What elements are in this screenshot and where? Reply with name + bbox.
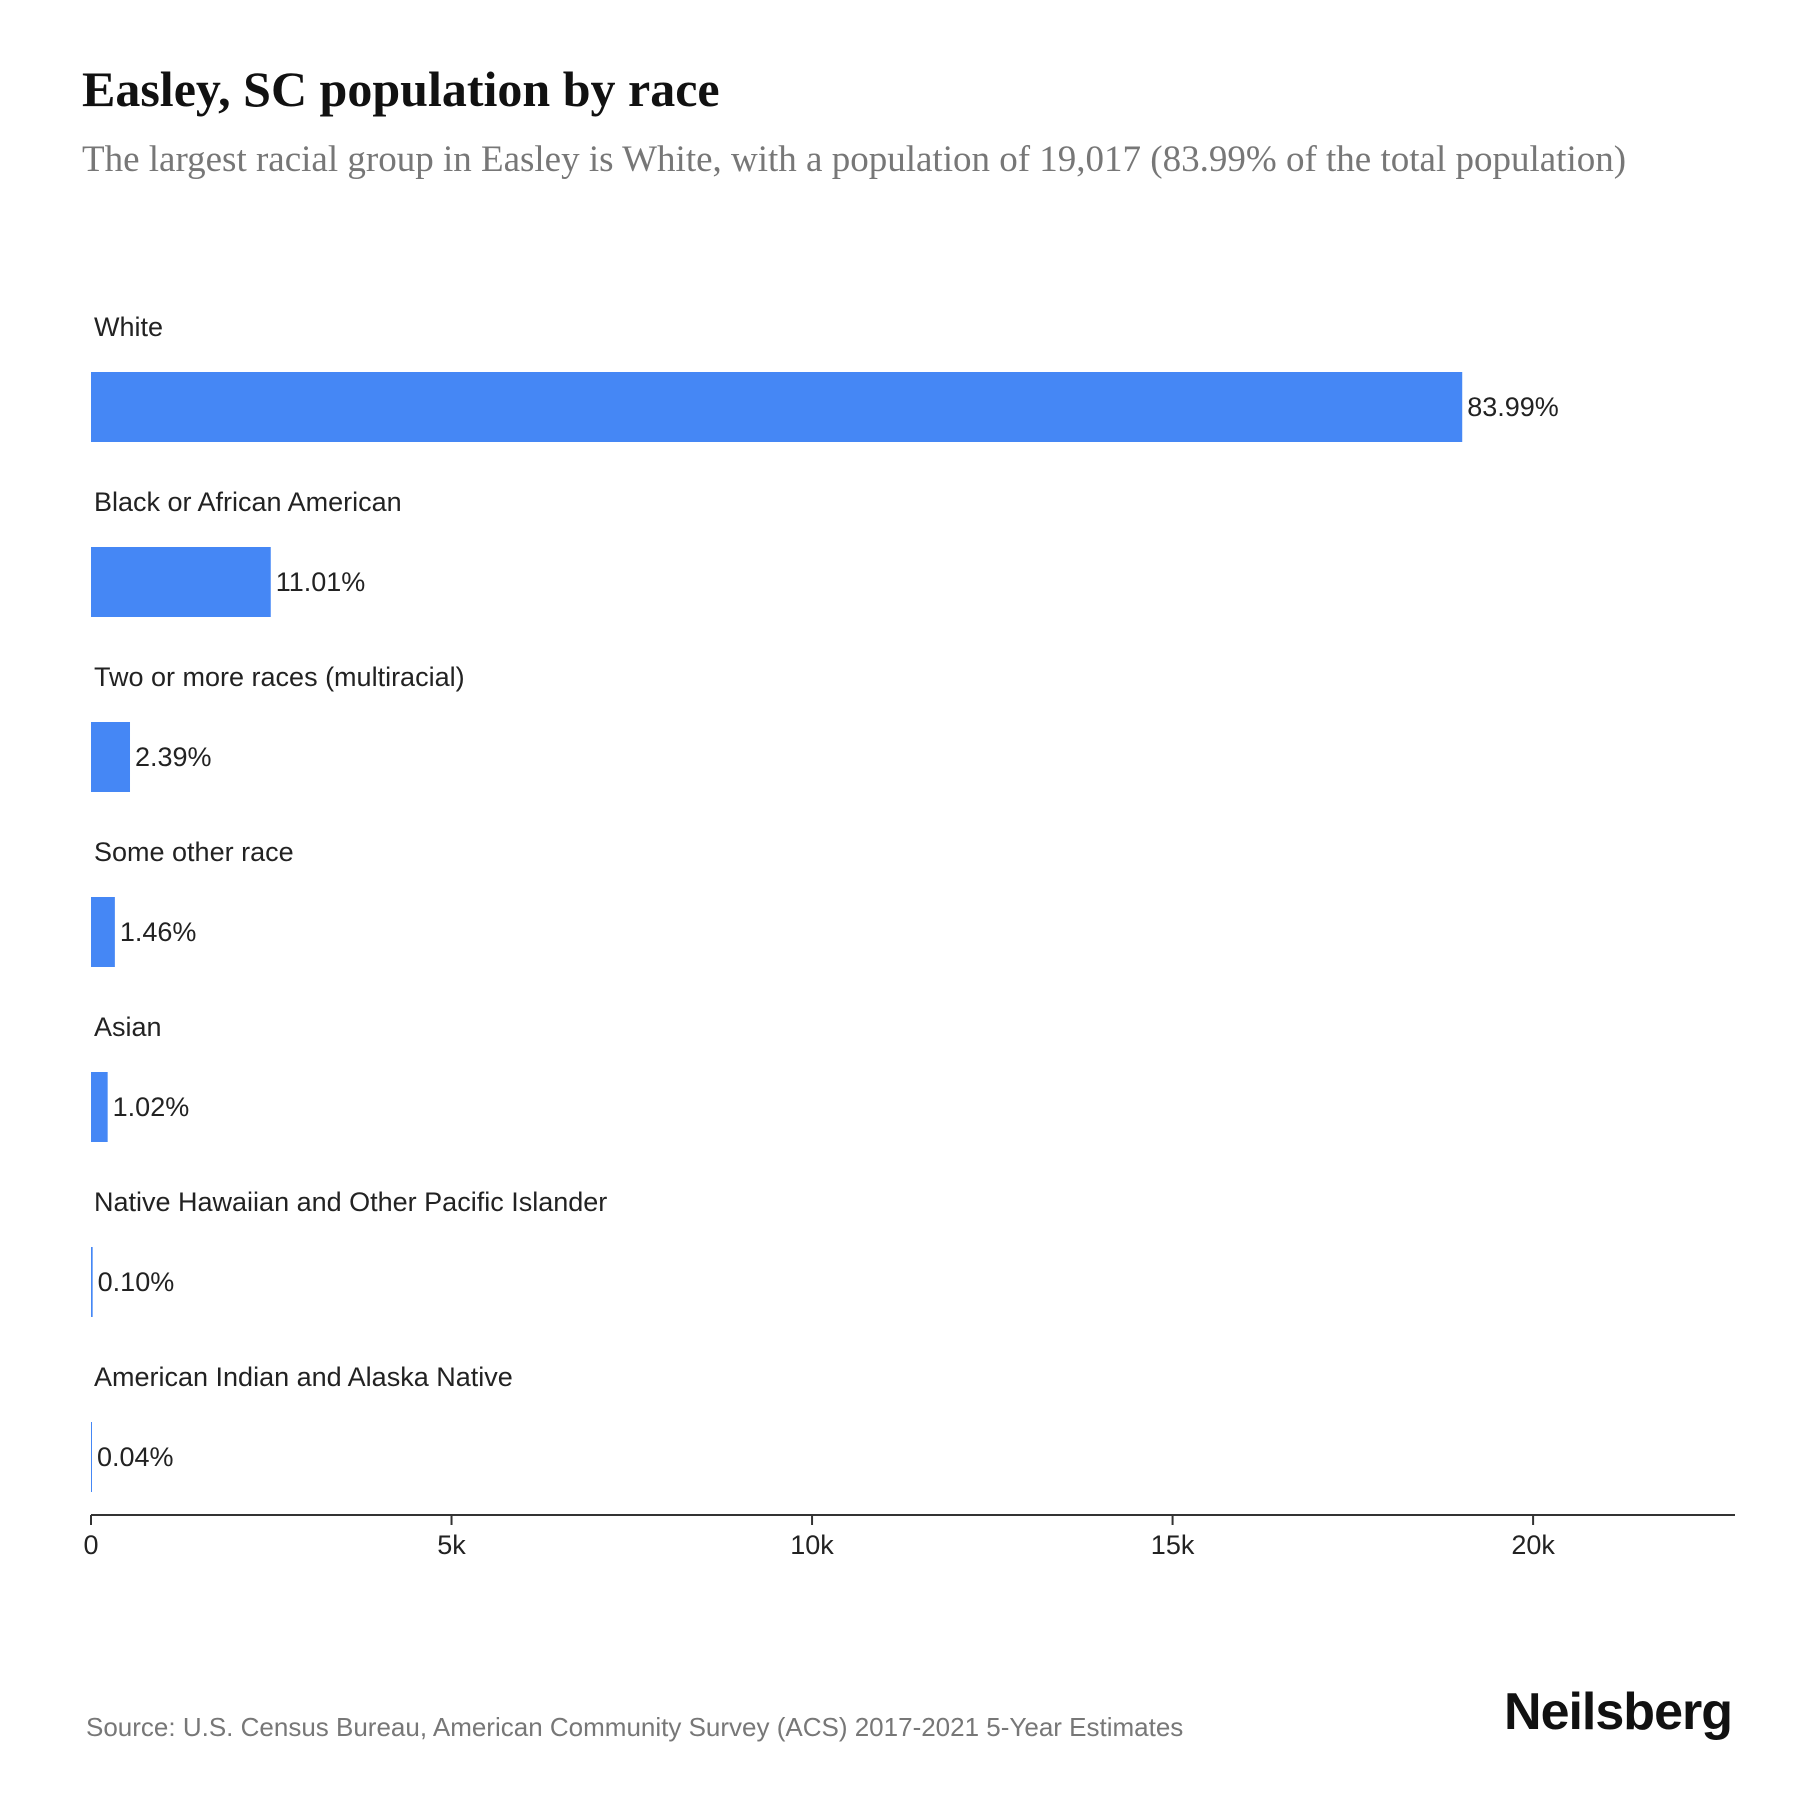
bar [91,722,131,792]
category-label: White [94,312,163,342]
x-tick-label: 10k [790,1530,834,1560]
value-label: 1.02% [113,1092,190,1122]
bar [91,897,115,967]
category-label: Asian [94,1012,162,1042]
category-label: Black or African American [94,487,402,517]
chart-title: Easley, SC population by race [82,61,720,117]
bar [91,1422,92,1492]
chart-subtitle: The largest racial group in Easley is Wh… [82,139,1627,180]
category-label: Two or more races (multiracial) [94,662,465,692]
value-label: 11.01% [276,567,366,597]
x-tick-label: 5k [437,1530,466,1560]
x-tick-label: 0 [83,1530,98,1560]
category-label: Some other race [94,837,294,867]
source-note: Source: U.S. Census Bureau, American Com… [86,1712,1184,1742]
value-label: 83.99% [1467,392,1559,422]
category-label: American Indian and Alaska Native [94,1362,513,1392]
value-label: 0.10% [98,1267,175,1297]
value-label: 2.39% [135,742,212,772]
bar [91,372,1463,442]
bar [91,1247,93,1317]
brand-logo: Neilsberg [1504,1683,1733,1741]
bar [91,547,271,617]
value-label: 1.46% [120,917,197,947]
category-label: Native Hawaiian and Other Pacific Island… [94,1187,607,1217]
value-label: 0.04% [97,1442,174,1472]
bar [91,1072,108,1142]
x-tick-label: 20k [1511,1530,1555,1560]
x-tick-label: 15k [1151,1530,1195,1560]
